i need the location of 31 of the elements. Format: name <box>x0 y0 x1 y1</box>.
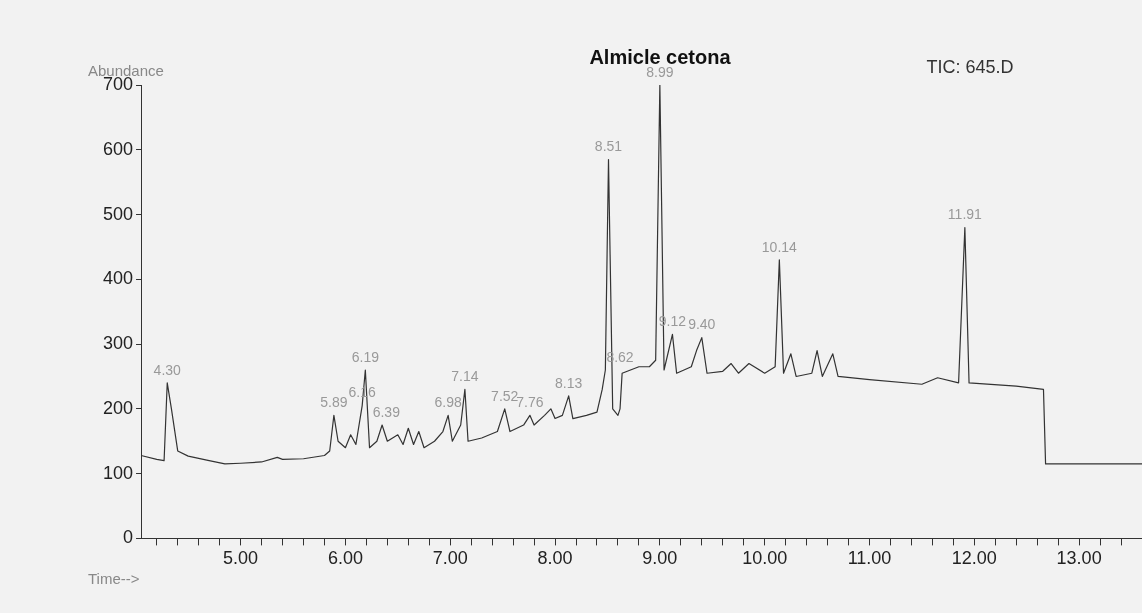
y-tick-label: 500 <box>102 203 134 224</box>
x-tick-label: 13.00 <box>1056 548 1102 569</box>
annotation: 6.98 <box>434 394 462 411</box>
x-tick-label: 8.00 <box>537 548 573 569</box>
annotation: 6.39 <box>372 403 401 420</box>
annotation: 9.40 <box>688 316 716 333</box>
annotation: 6.19 <box>351 348 380 365</box>
x-tick-label: 12.00 <box>951 548 997 569</box>
annotation: 4.30 <box>153 361 182 378</box>
x-tick-label: 9.00 <box>642 548 678 569</box>
x-tick-label: 7.00 <box>432 548 468 569</box>
x-tick-label: 11.00 <box>847 548 892 569</box>
y-tick-label: 200 <box>102 397 134 418</box>
annotation: 8.13 <box>555 374 583 391</box>
x-tick-label: 6.00 <box>327 548 363 569</box>
x-axis-title: Time--> <box>88 570 140 588</box>
y-tick-label: 400 <box>102 268 134 289</box>
x-tick-label: 5.00 <box>223 548 259 569</box>
annotation: 7.52 <box>491 387 519 404</box>
text: TIC: 645.D <box>926 56 1014 77</box>
annotation: 11.91 <box>947 206 983 223</box>
annotation: 7.76 <box>516 394 544 411</box>
annotation: 10.14 <box>761 238 798 255</box>
y-tick-label: 100 <box>102 462 134 483</box>
y-tick-label: 600 <box>102 138 134 159</box>
y-tick-label: 300 <box>102 333 134 354</box>
x-tick-label: 10.00 <box>742 548 788 569</box>
annotation: 7.14 <box>451 368 479 385</box>
annotation: 8.51 <box>594 138 623 155</box>
annotation: 5.89 <box>320 394 348 411</box>
y-tick-label: 0 <box>123 527 134 548</box>
